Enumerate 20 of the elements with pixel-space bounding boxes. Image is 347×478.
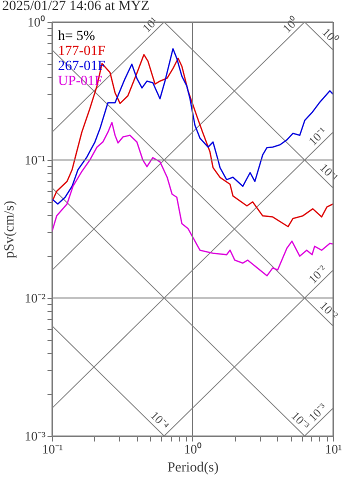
x-axis-title: Period(s)	[167, 460, 219, 476]
text: 10⁻²	[306, 262, 330, 286]
y-tick-label: 10⁰	[28, 14, 46, 30]
y-tick-label: 10⁻²	[24, 290, 46, 306]
text: 10⁻²	[317, 298, 342, 323]
text: 10⁻¹	[317, 160, 342, 185]
text: 10¹	[140, 14, 161, 36]
x-tick-label: 10⁻¹	[42, 442, 64, 456]
x-tick-label: 10¹	[325, 442, 342, 456]
text: 10⁰	[320, 25, 341, 46]
y-tick-label: 10⁻³	[24, 428, 46, 444]
annotation: h= 5%	[58, 29, 96, 44]
y-axis-title: pSv(cm/s)	[2, 200, 18, 258]
x-tick-label: 10⁰	[184, 442, 202, 456]
series-label: 177-01F	[58, 44, 106, 59]
y-tick-label: 10⁻¹	[24, 152, 46, 168]
chart-title: 2025/01/27 14:06 at MYZ	[2, 0, 150, 14]
text: 10⁰	[280, 14, 302, 36]
text: 10⁻⁴	[148, 408, 172, 432]
text: 10⁻¹	[306, 124, 330, 148]
